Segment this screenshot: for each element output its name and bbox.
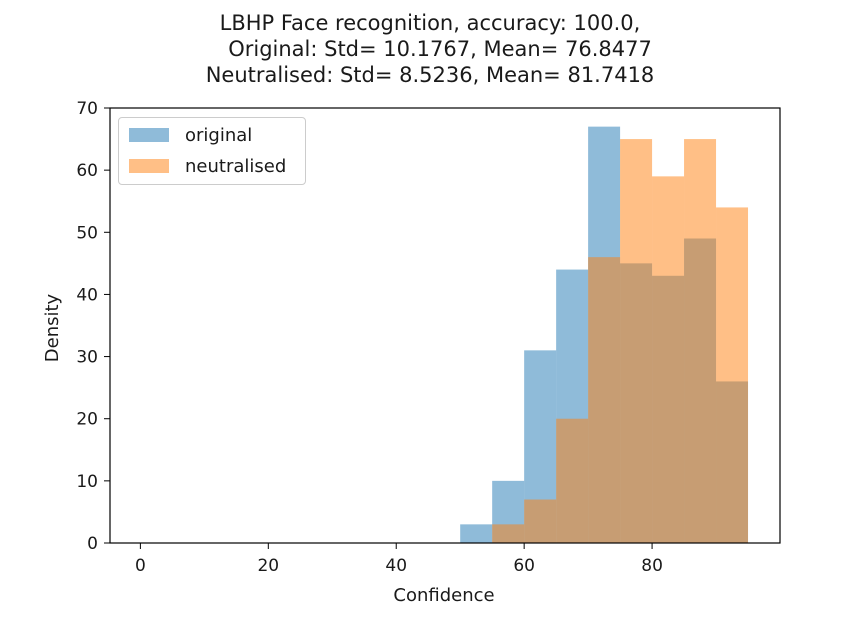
legend-item-neutralised: neutralised (129, 155, 287, 177)
bar-neutralised-8 (716, 207, 749, 543)
legend-swatch-original (129, 128, 169, 142)
bar-neutralised-4 (588, 257, 621, 543)
x-axis-label: Confidence (393, 585, 494, 606)
plot-frame (109, 107, 781, 544)
y-tick-label: 20 (76, 410, 98, 430)
axes-layer: 0 20 40 60 80 0 10 20 30 40 50 60 70 (76, 99, 781, 576)
legend-item-original: original (129, 124, 253, 146)
y-axis-label: Density (42, 293, 63, 362)
legend-swatch-neutralised (129, 159, 169, 173)
y-tick-label: 40 (76, 285, 98, 305)
bar-neutralised-2 (524, 499, 557, 543)
legend-label-neutralised: neutralised (185, 155, 287, 177)
y-tick-label: 30 (76, 348, 98, 368)
legend-label-original: original (185, 124, 253, 146)
y-tick-label: 60 (76, 161, 98, 181)
chart-title: LBHP Face recognition, accuracy: 100.0, … (0, 10, 860, 88)
legend: original neutralised (118, 117, 306, 185)
bar-neutralised-5 (620, 139, 653, 544)
bar-original-0 (460, 524, 493, 543)
bar-neutralised-3 (556, 418, 589, 543)
x-tick-label: 60 (513, 556, 535, 576)
y-tick-label: 50 (76, 223, 98, 243)
bar-neutralised-6 (652, 176, 685, 543)
y-tick-label: 70 (76, 99, 98, 119)
bar-neutralised-1 (492, 524, 525, 543)
bars-layer (460, 126, 749, 544)
bar-neutralised-7 (684, 139, 717, 544)
title-line-3: Neutralised: Std= 8.5236, Mean= 81.7418 (205, 63, 655, 87)
x-tick-label: 80 (641, 556, 663, 576)
title-line-2: Original: Std= 10.1767, Mean= 76.8477 (208, 37, 652, 61)
y-tick-label: 0 (87, 534, 98, 554)
x-tick-label: 0 (135, 556, 146, 576)
x-tick-label: 20 (257, 556, 279, 576)
x-tick-label: 40 (385, 556, 407, 576)
y-tick-label: 10 (76, 472, 98, 492)
title-line-1: LBHP Face recognition, accuracy: 100.0, (219, 11, 641, 35)
